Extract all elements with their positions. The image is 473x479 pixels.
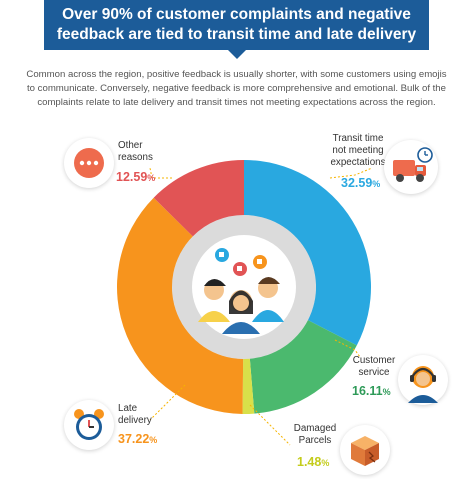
title-line-2: feedback are tied to transit time and la… <box>56 26 417 43</box>
slice-late-delivery <box>117 197 244 414</box>
intro-line-1: Common across the region, positive feedb… <box>26 69 447 80</box>
title-banner-notch <box>228 50 246 59</box>
value-customer: 16.11% <box>352 384 391 398</box>
label-customer-line-2: service <box>358 367 390 378</box>
value-transit: 32.59% <box>341 176 381 190</box>
label-transit-line-2: not meeting <box>332 145 384 156</box>
label-damaged-line-2: Parcels <box>298 435 332 446</box>
leader-line-transit <box>329 167 373 179</box>
label-transit-line-1: Transit time <box>332 133 384 144</box>
intro-line-2: to communicate. Conversely, negative fee… <box>27 83 446 94</box>
more-dots-icon <box>64 138 114 188</box>
page-title: Over 90% of customer complaints and nega… <box>48 5 425 45</box>
damaged-parcel-icon <box>340 425 390 475</box>
value-damaged: 1.48% <box>297 455 330 469</box>
label-late-line-1: Late <box>118 403 138 414</box>
label-transit-line-3: expectations <box>330 157 386 168</box>
slice-other-reasons <box>153 160 244 237</box>
label-other-line-1: Other <box>118 140 143 151</box>
leader-line-damaged <box>249 404 291 446</box>
slice-transit <box>244 160 371 346</box>
leader-line-customer <box>334 339 361 358</box>
label-other: Other reasons <box>118 140 153 164</box>
customer-service-headset-icon <box>398 355 448 405</box>
slice-damaged-parcels <box>242 358 255 415</box>
slice-customer-service <box>249 320 357 414</box>
label-late-line-2: delivery <box>118 415 152 426</box>
title-line-1: Over 90% of customer complaints and nega… <box>62 6 411 23</box>
label-late: Late delivery <box>118 403 152 427</box>
title-banner <box>44 0 429 50</box>
label-customer-line-1: Customer <box>352 355 396 366</box>
intro-line-3: complaints relate to late delivery and t… <box>37 97 436 108</box>
value-other: 12.59% <box>116 170 156 184</box>
label-damaged: Damaged Parcels <box>290 423 340 447</box>
leader-line-late <box>149 384 186 421</box>
intro-text: Common across the region, positive feedb… <box>12 68 461 110</box>
label-damaged-line-1: Damaged <box>293 423 337 434</box>
alarm-clock-icon <box>64 400 114 450</box>
label-other-line-2: reasons <box>118 152 153 163</box>
label-transit: Transit time not meeting expectations <box>328 133 388 169</box>
label-customer: Customer service <box>344 355 404 379</box>
value-late: 37.22% <box>118 432 158 446</box>
leader-line-other <box>149 167 172 179</box>
delivery-truck-clock-icon <box>384 140 438 194</box>
